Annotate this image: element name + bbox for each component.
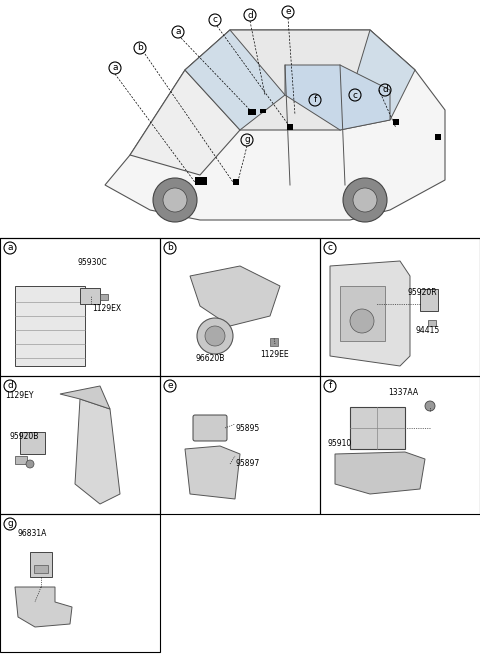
Circle shape: [425, 401, 435, 411]
Text: 95910: 95910: [328, 439, 352, 448]
Polygon shape: [185, 30, 415, 130]
Text: 1129EY: 1129EY: [5, 391, 34, 400]
Text: 1129EE: 1129EE: [260, 350, 288, 359]
Bar: [350, 407, 405, 449]
Polygon shape: [130, 70, 240, 175]
Polygon shape: [330, 261, 410, 366]
Text: g: g: [244, 135, 250, 145]
Bar: [100, 294, 108, 300]
Bar: [287, 124, 293, 130]
Circle shape: [153, 178, 197, 222]
Polygon shape: [15, 587, 72, 627]
Circle shape: [350, 309, 374, 333]
Bar: [420, 289, 438, 311]
Bar: [0, 238, 160, 376]
Text: d: d: [247, 10, 253, 20]
Text: b: b: [137, 44, 143, 52]
Text: f: f: [328, 381, 332, 390]
Bar: [270, 338, 278, 346]
Polygon shape: [105, 30, 445, 220]
Text: a: a: [7, 243, 13, 252]
Bar: [340, 286, 385, 341]
Text: 1337AA: 1337AA: [388, 388, 418, 397]
Bar: [160, 376, 320, 514]
Circle shape: [26, 460, 34, 468]
Polygon shape: [190, 266, 280, 326]
Text: f: f: [313, 95, 317, 105]
Text: a: a: [112, 63, 118, 73]
Bar: [34, 565, 48, 573]
Text: 96831A: 96831A: [18, 529, 48, 538]
Circle shape: [343, 178, 387, 222]
Polygon shape: [185, 446, 240, 499]
Bar: [195, 177, 207, 185]
Text: 95895: 95895: [235, 424, 259, 433]
Text: g: g: [7, 519, 13, 528]
Bar: [320, 238, 480, 376]
Bar: [160, 238, 320, 376]
Bar: [435, 134, 441, 140]
Text: a: a: [175, 27, 181, 37]
Bar: [0, 376, 160, 514]
Bar: [80, 288, 100, 304]
Circle shape: [205, 326, 225, 346]
Text: 1129EX: 1129EX: [92, 304, 121, 313]
Bar: [30, 552, 52, 577]
Text: 95897: 95897: [235, 459, 259, 468]
Text: e: e: [285, 7, 291, 16]
Text: 95920B: 95920B: [10, 432, 39, 441]
Polygon shape: [285, 65, 390, 130]
Polygon shape: [185, 30, 285, 130]
Text: b: b: [167, 243, 173, 252]
Bar: [15, 286, 85, 366]
Text: 95920R: 95920R: [408, 288, 438, 297]
Bar: [233, 179, 239, 185]
Bar: [0, 514, 160, 652]
Bar: [320, 376, 480, 514]
Bar: [428, 320, 436, 326]
Text: e: e: [167, 381, 173, 390]
Circle shape: [197, 318, 233, 354]
Text: c: c: [327, 243, 333, 252]
Polygon shape: [75, 399, 120, 504]
Text: 94415: 94415: [415, 326, 439, 335]
Text: c: c: [352, 90, 358, 99]
Text: 96620B: 96620B: [195, 354, 224, 363]
Text: d: d: [382, 86, 388, 94]
Bar: [393, 119, 399, 125]
Circle shape: [163, 188, 187, 212]
Bar: [260, 109, 266, 113]
Text: d: d: [7, 381, 13, 390]
Polygon shape: [60, 386, 110, 409]
Bar: [15, 456, 27, 464]
FancyBboxPatch shape: [193, 415, 227, 441]
Text: c: c: [213, 16, 217, 24]
Polygon shape: [340, 30, 415, 130]
Text: 95930C: 95930C: [78, 258, 108, 267]
Polygon shape: [335, 452, 425, 494]
Circle shape: [353, 188, 377, 212]
Bar: [248, 109, 256, 115]
Bar: [20, 432, 45, 454]
